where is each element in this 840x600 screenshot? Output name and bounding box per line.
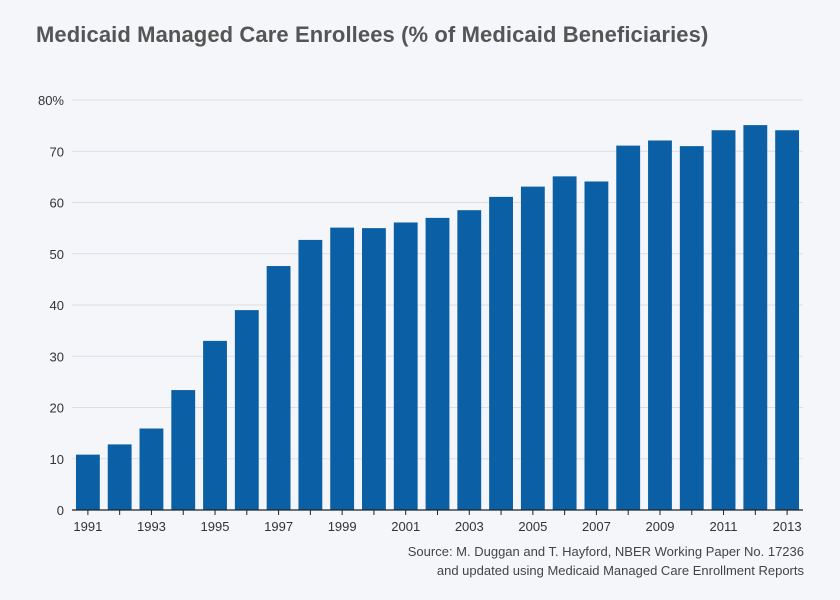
y-tick-label: 60 [50, 196, 64, 211]
x-tick-label: 2001 [391, 519, 420, 534]
bar [616, 145, 641, 511]
bar [743, 125, 768, 511]
bar [75, 454, 100, 510]
source-note: Source: M. Duggan and T. Hayford, NBER W… [408, 542, 804, 580]
bar [171, 390, 196, 510]
x-tick-label: 2009 [646, 519, 675, 534]
x-tick-label: 1995 [201, 519, 230, 534]
bar [203, 340, 227, 510]
bar [552, 176, 577, 511]
bar [330, 227, 355, 511]
y-tick-label: 20 [50, 401, 64, 416]
bar [266, 266, 291, 510]
bar [775, 130, 800, 511]
bar [298, 239, 323, 510]
x-tick-label: 1999 [328, 519, 357, 534]
x-tick-label: 2007 [582, 519, 611, 534]
x-tick-label: 2011 [710, 519, 738, 534]
y-tick-label: 40 [50, 298, 64, 313]
bar [520, 186, 545, 511]
source-line-2: and updated using Medicaid Managed Care … [436, 563, 804, 578]
bar [489, 196, 513, 511]
y-tick-label: 70 [50, 144, 64, 159]
bar [362, 228, 386, 510]
x-tick-label: 1993 [137, 519, 166, 534]
x-tick-label: 1997 [264, 519, 293, 534]
y-tick-label: 0 [57, 503, 64, 518]
y-tick-label: 80% [38, 93, 64, 108]
bar [139, 428, 164, 510]
source-line-1: Source: M. Duggan and T. Hayford, NBER W… [407, 544, 804, 559]
x-tick-label: 2013 [773, 519, 802, 534]
bar [425, 217, 450, 510]
x-tick-label: 1991 [73, 519, 102, 534]
bar [584, 181, 609, 511]
x-tick-label: 2003 [455, 519, 484, 534]
y-tick-label: 10 [50, 452, 64, 467]
y-tick-label: 30 [50, 349, 64, 364]
x-tick-label: 2005 [518, 519, 547, 534]
bar [107, 444, 132, 510]
bar [234, 310, 259, 510]
chart-title: Medicaid Managed Care Enrollees (% of Me… [36, 22, 709, 47]
bar [457, 210, 482, 510]
bar [679, 146, 704, 510]
bar [711, 130, 736, 511]
bar [648, 140, 672, 511]
bar [393, 222, 418, 511]
y-tick-label: 50 [50, 247, 64, 262]
